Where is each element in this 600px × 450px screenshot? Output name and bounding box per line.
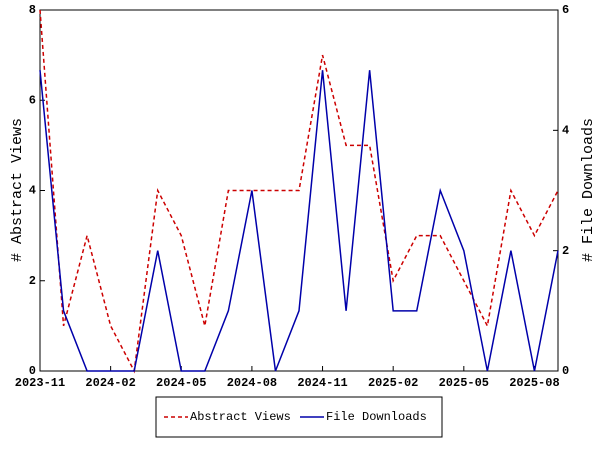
x-tick-label: 2025-08 [509, 376, 559, 390]
legend-box [155, 396, 443, 438]
y2-tick-label: 6 [562, 3, 569, 17]
y-tick-label: 2 [29, 274, 36, 288]
x-tick-label: 2023-11 [15, 376, 65, 390]
y-tick-label: 6 [29, 93, 36, 107]
y2-tick-label: 0 [562, 364, 569, 378]
y-tick-label: 4 [29, 184, 36, 198]
series-line [39, 70, 559, 372]
x-tick-label: 2024-02 [85, 376, 135, 390]
y-tick-label: 8 [29, 3, 36, 17]
series-line [39, 9, 559, 374]
x-tick-label: 2025-05 [439, 376, 489, 390]
y2-tick-label: 4 [562, 124, 569, 138]
y-axis-label: # Abstract Views [9, 118, 26, 262]
x-tick-label: 2024-08 [227, 376, 277, 390]
y2-tick-label: 2 [562, 244, 569, 258]
y-tick-label: 0 [29, 364, 36, 378]
x-tick-label: 2025-02 [368, 376, 418, 390]
legend-label: File Downloads [326, 410, 427, 424]
x-tick-label: 2024-11 [297, 376, 347, 390]
x-tick-label: 2024-05 [156, 376, 206, 390]
legend-label: Abstract Views [190, 410, 291, 424]
y2-axis-label: # File Downloads [580, 118, 597, 262]
